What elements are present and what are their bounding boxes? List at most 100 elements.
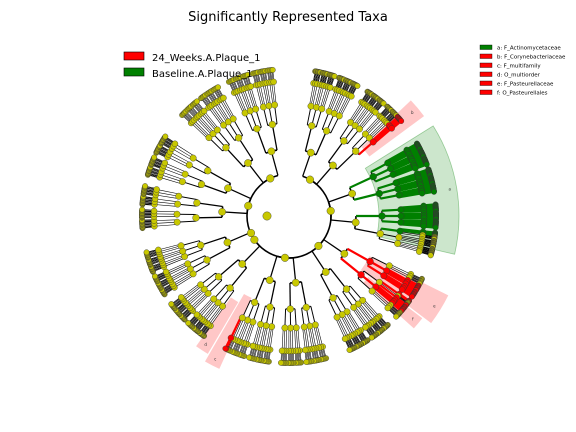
tree-branch — [319, 86, 327, 109]
taxon-node — [223, 238, 232, 247]
tree-branch — [166, 263, 188, 274]
taxon-node — [368, 287, 376, 295]
taxon-node — [352, 147, 360, 155]
taxon-node — [302, 346, 309, 354]
taxon-node — [142, 183, 148, 189]
tree-branch — [388, 267, 410, 279]
taxon-node-baseline — [395, 191, 403, 199]
tree-branch — [238, 319, 248, 342]
tree-branch — [359, 302, 375, 322]
tree-branch — [222, 211, 248, 215]
taxon-node — [168, 301, 175, 307]
taxon-node — [197, 241, 205, 249]
tree-branch — [346, 247, 371, 263]
taxon-node — [308, 122, 316, 130]
taxon-node — [321, 268, 330, 276]
taxon-node — [238, 260, 247, 268]
tree-branch — [314, 84, 321, 108]
clade-legend-swatch-a — [479, 44, 493, 50]
tree-branch — [354, 228, 381, 235]
tree-branch — [373, 289, 391, 306]
taxon-node — [356, 125, 363, 133]
tree-branch — [170, 270, 192, 282]
tree-branch — [219, 99, 232, 120]
tree-branch — [309, 83, 314, 106]
tree-branch — [399, 231, 423, 236]
tree-branch — [323, 239, 345, 255]
taxon-node — [178, 178, 186, 186]
tree-branch — [373, 127, 393, 145]
tree-branch — [396, 179, 420, 188]
taxon-node-baseline — [420, 222, 427, 230]
tree-branch — [213, 103, 228, 123]
tree-branch — [196, 297, 213, 315]
tree-branch — [285, 327, 287, 351]
taxon-node — [341, 335, 349, 343]
taxon-node — [219, 302, 226, 310]
tree-branch — [196, 202, 223, 208]
tree-branch — [389, 155, 411, 168]
tree-branch — [400, 227, 424, 233]
tree-branch — [395, 174, 419, 184]
taxon-node-baseline — [389, 171, 397, 178]
taxon-node — [306, 322, 314, 330]
taxon-node — [200, 107, 208, 115]
tree-branch — [243, 321, 252, 344]
taxon-node — [200, 285, 208, 293]
taxon-node — [326, 206, 335, 215]
tree-branch — [247, 322, 255, 345]
taxon-node-baseline — [369, 173, 377, 181]
tree-branch — [356, 108, 371, 127]
taxon-node-24-weeks — [398, 118, 405, 124]
tree-branch — [198, 115, 215, 133]
tree-branch — [242, 89, 251, 111]
taxon-node — [271, 101, 278, 109]
taxon-node — [249, 342, 256, 350]
taxon-node — [184, 260, 192, 268]
taxon-node — [354, 83, 361, 89]
tree-branch — [237, 90, 247, 113]
taxon-node-baseline — [384, 159, 392, 167]
tree-branch — [156, 189, 180, 195]
taxon-node — [250, 235, 259, 244]
tree-branch — [399, 192, 423, 199]
tree-branch — [235, 91, 246, 114]
taxon-node — [376, 230, 384, 238]
taxon-node-baseline — [392, 179, 400, 187]
tree-branch — [271, 82, 275, 105]
tree-branch — [155, 198, 178, 203]
taxon-node — [268, 120, 276, 129]
tree-branch — [390, 158, 413, 171]
tree-branch — [302, 152, 312, 177]
tree-branch — [171, 148, 193, 161]
tree-branch — [398, 239, 422, 245]
tree-branch — [304, 125, 313, 152]
tree-branch — [392, 165, 416, 177]
taxon-node — [161, 159, 169, 167]
taxon-node — [224, 184, 232, 193]
legend-swatch-baseline — [123, 67, 145, 77]
taxon-node — [394, 240, 401, 247]
tree-branch — [391, 162, 414, 174]
tree-branch — [363, 299, 380, 317]
taxon-node — [204, 289, 212, 297]
tree-branch — [303, 326, 308, 350]
tree-branch — [250, 86, 258, 109]
taxon-node — [278, 347, 286, 355]
tree-branch — [398, 190, 422, 197]
taxon-node — [204, 167, 212, 175]
taxon-node — [278, 359, 284, 366]
tree-branch — [240, 320, 250, 343]
tree-branch — [392, 164, 415, 175]
tree-branch — [201, 183, 227, 194]
taxon-node — [155, 246, 162, 254]
taxon-node — [322, 127, 331, 135]
taxon-node — [318, 105, 326, 113]
tree-branch — [232, 317, 243, 339]
clade-legend-swatch-c — [479, 62, 493, 68]
tree-branch — [195, 117, 213, 136]
taxon-node — [150, 207, 158, 215]
taxon-node — [244, 159, 252, 167]
taxon-node — [189, 154, 197, 162]
group-legend: 24_Weeks.A.Plaque_1 Baseline.A.Plaque_1 — [123, 51, 261, 80]
